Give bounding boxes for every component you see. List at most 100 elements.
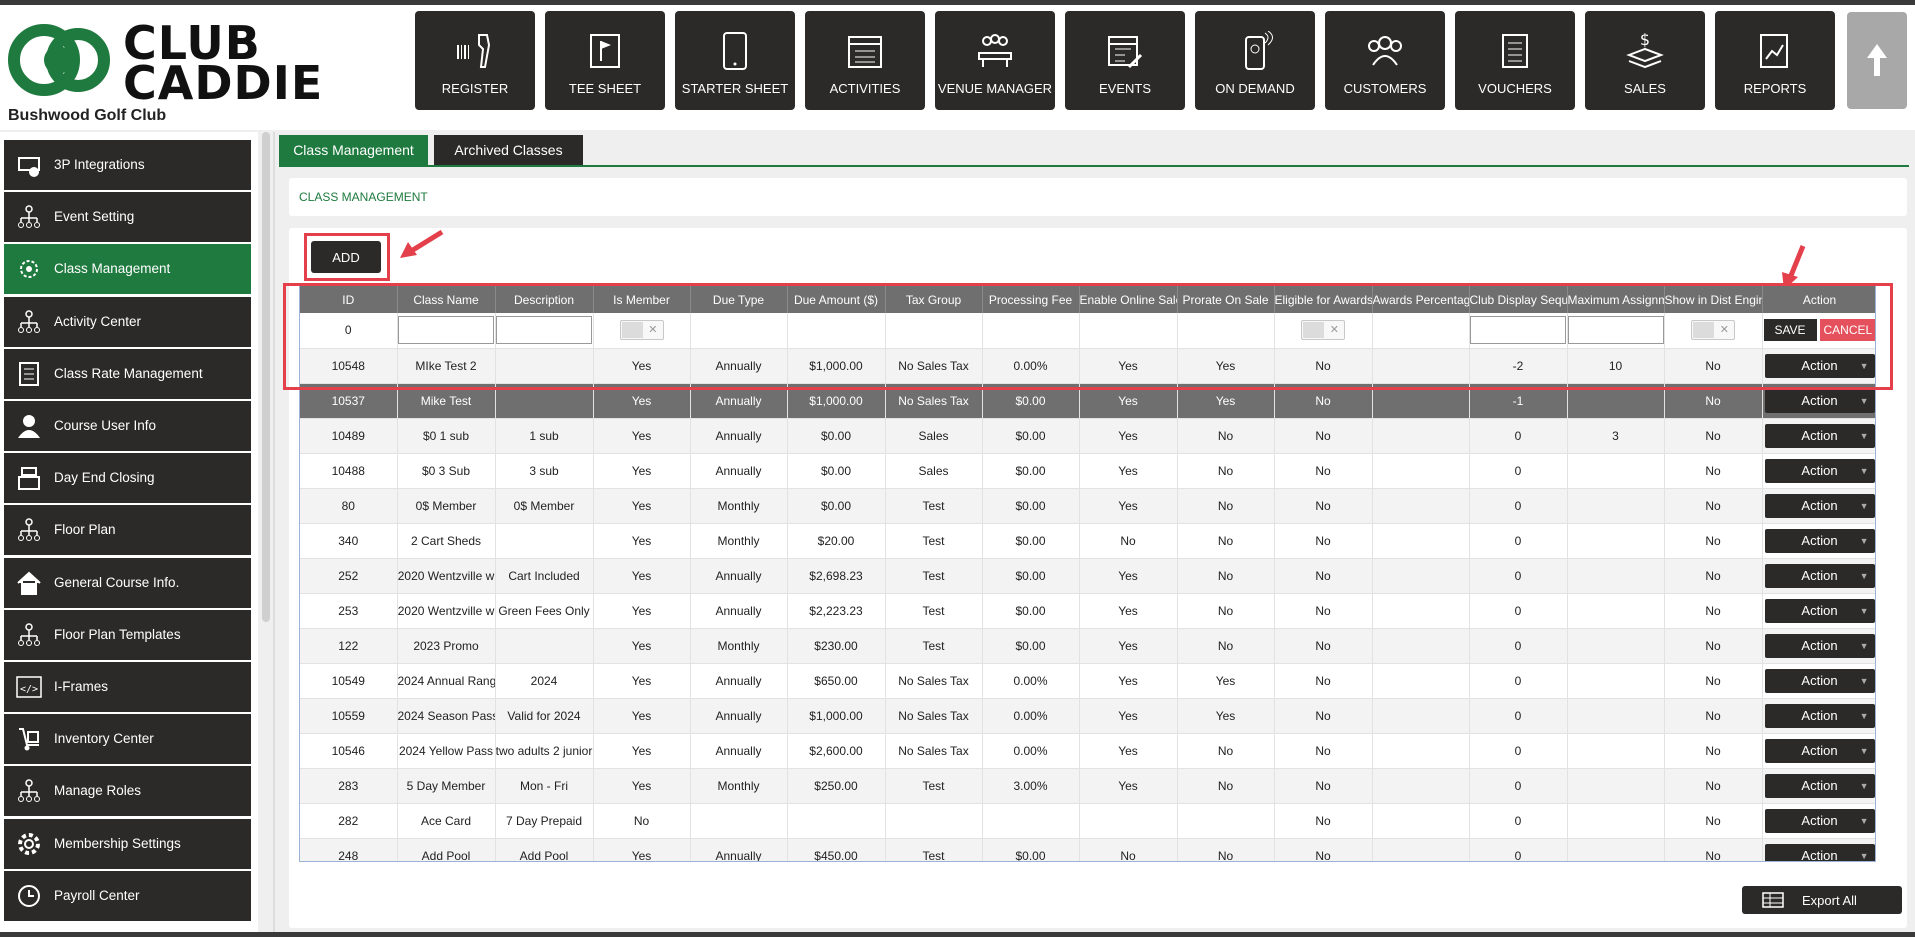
action-dropdown-button[interactable]: Action ▼ bbox=[1764, 668, 1875, 693]
action-cell: Action ▼ bbox=[1762, 453, 1875, 489]
sidebar-item-activity-center[interactable]: Activity Center bbox=[4, 296, 251, 347]
tab-archived-classes[interactable]: Archived Classes bbox=[434, 135, 583, 165]
column-header-class-name[interactable]: Class Name bbox=[397, 286, 496, 313]
sidebar-item-payroll-center[interactable]: Payroll Center bbox=[4, 870, 251, 921]
sidebar-item-class-rate-management[interactable]: Class Rate Management bbox=[4, 348, 251, 399]
sidebar-item-label: 3P Integrations bbox=[54, 157, 145, 172]
action-dropdown-button[interactable]: Action ▼ bbox=[1764, 738, 1875, 763]
table-row[interactable]: 283 5 Day Member Mon - Fri Yes Monthly $250.0… bbox=[300, 768, 1875, 804]
table-row[interactable]: 10559 2024 Season Pass Valid for 2024 Yes An… bbox=[300, 698, 1875, 734]
table-row[interactable]: 340 2 Cart Sheds Yes Monthly $20.00 Test $0.00… bbox=[300, 523, 1875, 559]
sidebar-item-floor-plan-templates[interactable]: Floor Plan Templates bbox=[4, 609, 251, 660]
column-header-action[interactable]: Action bbox=[1762, 286, 1875, 313]
is-member-toggle[interactable]: ✕ bbox=[619, 320, 664, 341]
table-row[interactable]: 122 2023 Promo Yes Monthly $230.00 Test $0.00 Y… bbox=[300, 628, 1875, 664]
nav-activities-button[interactable]: ACTIVITIES bbox=[805, 11, 925, 110]
action-dropdown-button[interactable]: Action ▼ bbox=[1764, 388, 1875, 413]
action-dropdown-button[interactable]: Action ▼ bbox=[1764, 808, 1875, 833]
sidebar-item-event-setting[interactable]: Event Setting bbox=[4, 192, 251, 243]
column-header-due-amount[interactable]: Due Amount ($) bbox=[787, 286, 886, 313]
eligible-awards-toggle[interactable]: ✕ bbox=[1301, 320, 1345, 341]
column-header-tax-group[interactable]: Tax Group bbox=[885, 286, 983, 313]
tab-class-management[interactable]: Class Management bbox=[279, 135, 428, 165]
new-online-sale-cell bbox=[1079, 313, 1178, 349]
scroll-top-button[interactable] bbox=[1847, 12, 1907, 109]
sidebar-scrollbar[interactable] bbox=[262, 132, 270, 622]
table-cell: $2,223.23 bbox=[787, 593, 886, 629]
table-row[interactable]: 10546 2024 Yellow Pass two adults 2 junior… bbox=[300, 733, 1875, 769]
table-cell: 282 bbox=[300, 803, 398, 839]
nav-sales-button[interactable]: $ SALES bbox=[1585, 11, 1705, 110]
column-header-club-display-sequence[interactable]: Club Display Sequence bbox=[1469, 286, 1568, 313]
nav-on-demand-button[interactable]: ON DEMAND bbox=[1195, 11, 1315, 110]
table-cell: $0 3 Sub bbox=[397, 453, 496, 489]
column-header-prorate-on-sale[interactable]: Prorate On Sale bbox=[1177, 286, 1275, 313]
sidebar-item-day-end-closing[interactable]: Day End Closing bbox=[4, 453, 251, 504]
column-header-awards-percentage[interactable]: Awards Percentage bbox=[1372, 286, 1470, 313]
action-dropdown-button[interactable]: Action ▼ bbox=[1764, 598, 1875, 623]
cancel-button[interactable]: CANCEL bbox=[1819, 319, 1875, 342]
max-assignment-input[interactable] bbox=[1567, 316, 1663, 345]
sidebar-item-class-management[interactable]: Class Management bbox=[4, 244, 251, 295]
export-all-button[interactable]: Export All bbox=[1742, 886, 1902, 914]
action-dropdown-button[interactable]: Action ▼ bbox=[1764, 633, 1875, 658]
table-row[interactable]: 282 Ace Card 7 Day Prepaid No No 0 No Action ▼ bbox=[300, 803, 1875, 839]
class-name-input[interactable] bbox=[398, 316, 494, 345]
action-dropdown-button[interactable]: Action ▼ bbox=[1764, 423, 1875, 448]
nav-customers-button[interactable]: CUSTOMERS bbox=[1325, 11, 1445, 110]
action-dropdown-button[interactable]: Action ▼ bbox=[1764, 493, 1875, 518]
nav-tee-sheet-button[interactable]: TEE SHEET bbox=[545, 11, 665, 110]
action-cell: Action ▼ bbox=[1762, 523, 1875, 559]
table-row[interactable]: 10488 $0 3 Sub 3 sub Yes Annually $0.00 Sales $… bbox=[300, 453, 1875, 489]
action-dropdown-button[interactable]: Action ▼ bbox=[1764, 703, 1875, 728]
sidebar-item-3p-integrations[interactable]: 3P Integrations bbox=[4, 140, 251, 190]
table-row[interactable]: 253 2020 Wentzville w Green Fees Only Yes An… bbox=[300, 593, 1875, 629]
column-header-show-in-dist-engine[interactable]: Show in Dist Engine bbox=[1664, 286, 1763, 313]
display-sequence-input[interactable] bbox=[1470, 316, 1566, 345]
sidebar-item-general-course-info[interactable]: General Course Info. bbox=[4, 557, 251, 608]
club-caddie-logo[interactable]: CLUB CADDIE bbox=[8, 18, 322, 108]
column-header-processing-fee[interactable]: Processing Fee bbox=[982, 286, 1080, 313]
nav-venue-manager-button[interactable]: VENUE MANAGER bbox=[935, 11, 1055, 110]
nav-reports-button[interactable]: REPORTS bbox=[1715, 11, 1835, 110]
column-header-maximum-assignment[interactable]: Maximum Assignment bbox=[1567, 286, 1665, 313]
action-dropdown-button[interactable]: Action ▼ bbox=[1764, 563, 1875, 588]
column-header-id[interactable]: ID bbox=[300, 286, 398, 313]
top-border bbox=[0, 0, 1915, 5]
sidebar-item-membership-settings[interactable]: Membership Settings bbox=[4, 818, 251, 869]
action-dropdown-button[interactable]: Action ▼ bbox=[1764, 353, 1875, 378]
description-input[interactable] bbox=[496, 316, 592, 345]
add-button[interactable]: ADD bbox=[311, 241, 381, 273]
action-dropdown-button[interactable]: Action ▼ bbox=[1764, 458, 1875, 483]
table-row[interactable]: 10489 $0 1 sub 1 sub Yes Annually $0.00 Sales $… bbox=[300, 418, 1875, 454]
nav-starter-sheet-button[interactable]: STARTER SHEET bbox=[675, 11, 795, 110]
caret-down-icon: ▼ bbox=[1859, 465, 1869, 476]
table-cell: No bbox=[1664, 348, 1763, 384]
table-cell bbox=[1372, 418, 1470, 454]
nav-vouchers-button[interactable]: VOUCHERS bbox=[1455, 11, 1575, 110]
table-row[interactable]: 80 0$ Member 0$ Member Yes Monthly $0.00 Test $… bbox=[300, 488, 1875, 524]
action-dropdown-button[interactable]: Action ▼ bbox=[1764, 528, 1875, 553]
table-row[interactable]: 252 2020 Wentzville w Cart Included Yes Annu… bbox=[300, 558, 1875, 594]
sidebar-item-manage-roles[interactable]: Manage Roles bbox=[4, 766, 251, 817]
column-header-due-type[interactable]: Due Type bbox=[690, 286, 788, 313]
sidebar-item-floor-plan[interactable]: Floor Plan bbox=[4, 505, 251, 556]
dist-engine-toggle[interactable]: ✕ bbox=[1691, 320, 1735, 341]
nav-events-button[interactable]: EVENTS bbox=[1065, 11, 1185, 110]
sidebar-item-inventory-center[interactable]: Inventory Center bbox=[4, 714, 251, 765]
action-dropdown-button[interactable]: Action ▼ bbox=[1764, 773, 1875, 798]
column-header-is-member[interactable]: Is Member bbox=[593, 286, 691, 313]
table-row[interactable]: 10549 2024 Annual Rang 2024 Yes Annually $650… bbox=[300, 663, 1875, 699]
table-cell: $20.00 bbox=[787, 523, 886, 559]
nav-register-button[interactable]: REGISTER bbox=[415, 11, 535, 110]
code-icon: </> bbox=[16, 676, 42, 698]
column-header-description[interactable]: Description bbox=[495, 286, 594, 313]
save-button[interactable]: SAVE bbox=[1763, 319, 1817, 342]
table-row[interactable]: 10548 MIke Test 2 Yes Annually $1,000.00 No S… bbox=[300, 348, 1875, 384]
column-header-eligible-for-awards[interactable]: Eligible for Awards bbox=[1274, 286, 1373, 313]
sidebar-item-course-user-info[interactable]: Course User Info bbox=[4, 401, 251, 451]
column-header-enable-online-sale[interactable]: Enable Online Sale bbox=[1079, 286, 1178, 313]
sidebar-item-i-frames[interactable]: </> I-Frames bbox=[4, 662, 251, 712]
action-dropdown-button[interactable]: Action ▼ bbox=[1764, 843, 1875, 861]
table-row[interactable]: 248 Add Pool Add Pool Yes Annually $450.00 Tes… bbox=[300, 838, 1875, 861]
